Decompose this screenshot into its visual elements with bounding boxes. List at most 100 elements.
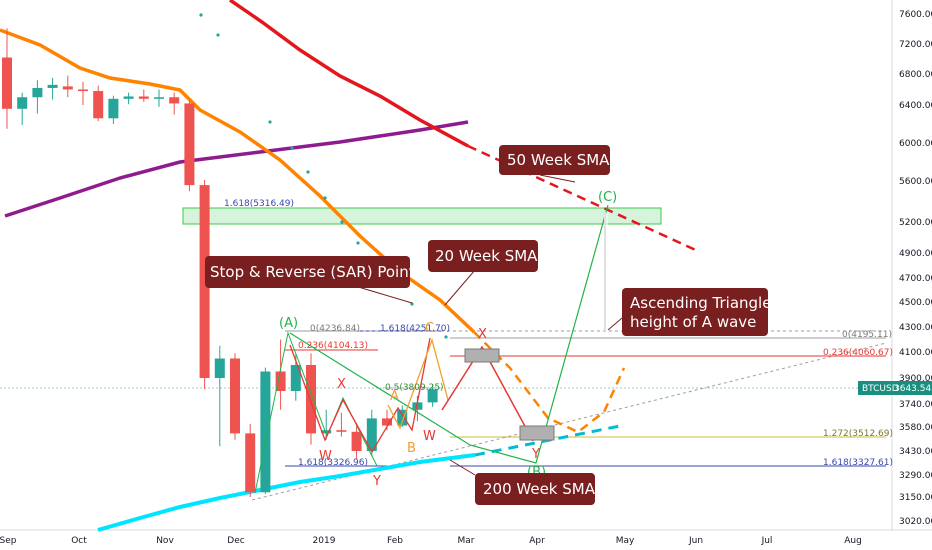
callout-20-week-sma: 20 Week SMA <box>428 240 538 306</box>
candle-body <box>32 87 43 98</box>
wave-label-X2: X <box>478 327 487 342</box>
candle-body <box>214 358 225 378</box>
x-tick-label: Nov <box>156 536 174 546</box>
callout-200-week-sma: 200 Week SMA <box>449 459 596 505</box>
candle <box>336 412 347 437</box>
candle <box>169 92 180 115</box>
y-tick-label: 3150.00 <box>899 493 932 503</box>
candle <box>230 353 240 440</box>
y-tick-label: 4300.00 <box>899 323 932 333</box>
callout-sar-text: Stop & Reverse (SAR) Points <box>210 263 423 281</box>
candle-body <box>321 430 332 434</box>
fib-label-1618-b: 1.618(3327.61) <box>823 458 893 468</box>
candle-body <box>230 358 240 434</box>
candle <box>78 81 88 105</box>
y-tick-label: 3430.00 <box>899 447 932 457</box>
candle-body <box>199 185 210 378</box>
callout-50-week-sma: 50 Week SMA <box>499 145 610 183</box>
candle <box>62 75 73 98</box>
fib-label-1618-a: 1.618(3326.96) <box>298 458 368 468</box>
sar-point <box>323 196 327 200</box>
sar-point <box>340 220 344 224</box>
wave-label-W2: W <box>423 429 436 444</box>
x-tick-label: May <box>616 536 635 546</box>
fib-label-0-b: 0(4195.11) <box>842 330 892 340</box>
y-tick-label: 6400.00 <box>899 101 932 111</box>
candle-body <box>138 96 149 99</box>
sar-point <box>268 120 272 124</box>
y-tick-label: 5600.00 <box>899 177 932 187</box>
candle <box>351 424 362 460</box>
callout-tri-text-2: height of A wave <box>630 313 756 331</box>
candle-body <box>397 409 408 426</box>
x-tick-label: Dec <box>227 536 244 546</box>
callout-sar-points: Stop & Reverse (SAR) Points <box>205 256 423 304</box>
candle-body <box>412 402 423 410</box>
sar-point <box>290 146 294 150</box>
candle-body <box>62 86 73 90</box>
wave-label-C-paren: (C) <box>598 190 617 205</box>
wave-label-A: A <box>390 389 399 404</box>
target-box-top <box>464 348 500 363</box>
y-tick-label: 4100.00 <box>899 348 932 358</box>
x-axis-ticks: Sep Oct Nov Dec 2019 Feb Mar Apr May Jun Jul Aug <box>0 536 862 546</box>
candle-body <box>17 97 28 109</box>
y-tick-label: 3580.00 <box>899 423 932 433</box>
candle-body <box>366 418 377 451</box>
y-tick-label: 3740.00 <box>899 400 932 410</box>
candle-body <box>154 97 164 99</box>
y-tick-label: 3900.00 <box>899 374 932 384</box>
x-tick-label: Mar <box>458 536 475 546</box>
fib-label-1272: 1.272(3512.69) <box>823 429 893 439</box>
x-tick-label: Jul <box>761 536 773 546</box>
y-tick-label: 4900.00 <box>899 249 932 259</box>
y-tick-label: 4700.00 <box>899 274 932 284</box>
callout-tri-text-1: Ascending Triangle <box>630 294 771 312</box>
y-tick-label: 7200.00 <box>899 40 932 50</box>
wave-label-W1: W <box>319 449 332 464</box>
sar-point <box>306 170 310 174</box>
sar-point <box>216 33 220 37</box>
y-tick-label: 3290.00 <box>899 471 932 481</box>
sar-point <box>199 13 203 17</box>
symbol-label: BTCUSD <box>862 384 899 394</box>
last-price-value: 3643.54 <box>894 384 931 394</box>
callout-20-text: 20 Week SMA <box>435 247 538 265</box>
candle-body <box>2 57 12 109</box>
candle <box>214 345 225 447</box>
wave-label-Y1: Y <box>372 474 381 489</box>
sar-point <box>356 241 360 245</box>
candle <box>306 353 316 445</box>
candle-body <box>275 371 286 391</box>
fib-label-0236-a: 0.236(4104.13) <box>298 341 368 351</box>
y-tick-label: 4500.00 <box>899 298 932 308</box>
x-tick-label: Jun <box>688 536 703 546</box>
candle-body <box>427 389 438 403</box>
candle <box>154 89 164 107</box>
wave-wxy-red-path <box>289 337 431 454</box>
callout-50-text: 50 Week SMA <box>507 151 610 169</box>
candle-body <box>47 84 58 88</box>
fib-label-1618-mid: 1.618(4251.70) <box>380 324 450 334</box>
x-tick-label: Feb <box>387 536 403 546</box>
purple-line <box>4 120 469 218</box>
candle <box>123 92 134 105</box>
callout-200-text: 200 Week SMA <box>483 480 596 498</box>
candle-body <box>78 89 88 92</box>
candle <box>275 339 286 410</box>
candle <box>17 92 28 125</box>
wave-label-C: C <box>425 321 434 336</box>
candle-body <box>123 96 134 99</box>
candle-body <box>351 431 362 451</box>
candle-body <box>306 365 316 434</box>
y-tick-label: 6800.00 <box>899 70 932 80</box>
candle <box>366 409 377 457</box>
candle <box>32 80 43 114</box>
fib-label-0-a: 0(4236.84) <box>310 324 360 334</box>
target-zone <box>182 207 662 225</box>
fib-label-0236-b: 0.236(4060.67) <box>823 348 893 358</box>
y-tick-label: 7600.00 <box>899 10 932 20</box>
